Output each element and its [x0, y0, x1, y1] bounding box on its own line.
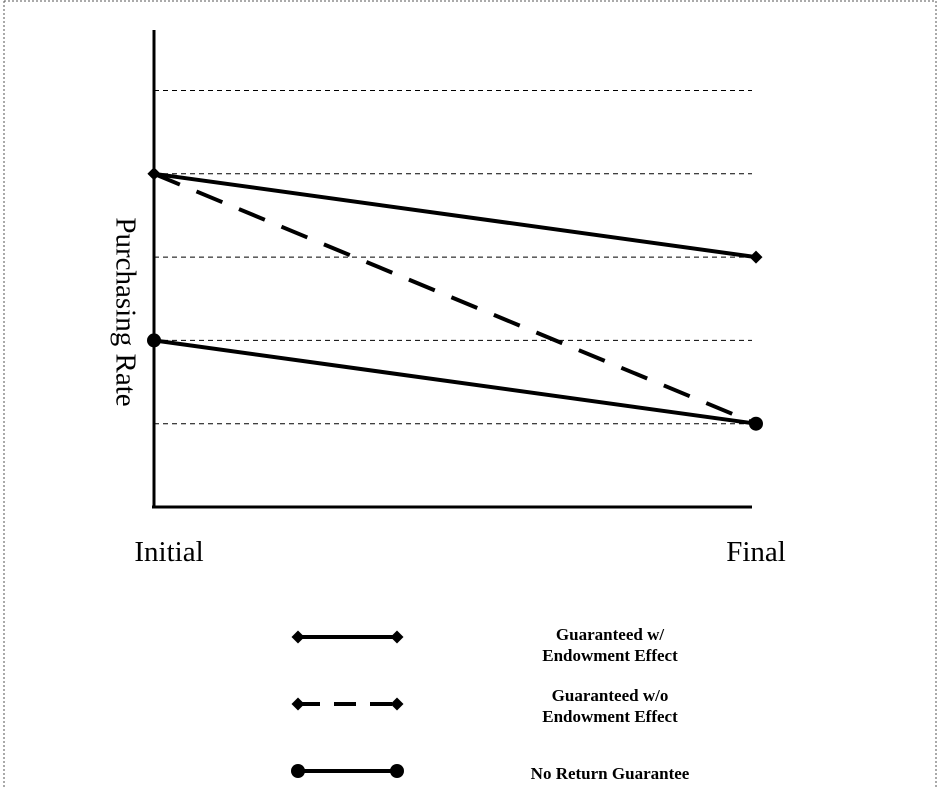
legend-marker: [291, 697, 305, 711]
legend-marker: [390, 630, 404, 644]
legend-label-line: Endowment Effect: [542, 707, 678, 726]
legend-label-guaranteed-without-endowment: Guaranteed w/o Endowment Effect: [542, 685, 678, 727]
legend-swatches: [291, 630, 404, 778]
legend-label-line: Guaranteed w/: [555, 625, 665, 644]
series-line: [153, 338, 757, 426]
series-layer: [147, 167, 763, 431]
legend-marker: [390, 697, 404, 711]
legend-swatch-1: [291, 630, 404, 644]
y-axis-label: Purchasing Rate: [109, 217, 142, 407]
data-point-circle: [749, 416, 763, 431]
legend-swatch-3: [291, 764, 404, 778]
legend-label-line: No Return Guarantee: [530, 764, 690, 783]
gridlines: [154, 90, 752, 425]
data-point-diamond: [749, 250, 763, 264]
legend-label-no-return-guarantee: No Return Guarantee: [531, 763, 690, 784]
series-1: [147, 167, 763, 264]
series-line: [153, 171, 757, 426]
legend-swatch-2: [291, 697, 404, 711]
data-point-circle: [147, 333, 161, 348]
legend-marker: [291, 630, 305, 644]
legend-marker: [291, 764, 305, 778]
series-3: [147, 333, 763, 431]
series-2: [147, 167, 763, 431]
legend-marker: [390, 764, 404, 778]
legend-label-line: Endowment Effect: [542, 646, 678, 665]
x-tick-label-final: Final: [726, 536, 786, 568]
series-line: [153, 171, 757, 260]
legend-label-line: Guaranteed w/o: [551, 686, 669, 705]
legend-label-guaranteed-with-endowment: Guaranteed w/ Endowment Effect: [542, 624, 678, 666]
x-tick-label-initial: Initial: [134, 536, 204, 568]
data-point-diamond: [147, 167, 161, 181]
